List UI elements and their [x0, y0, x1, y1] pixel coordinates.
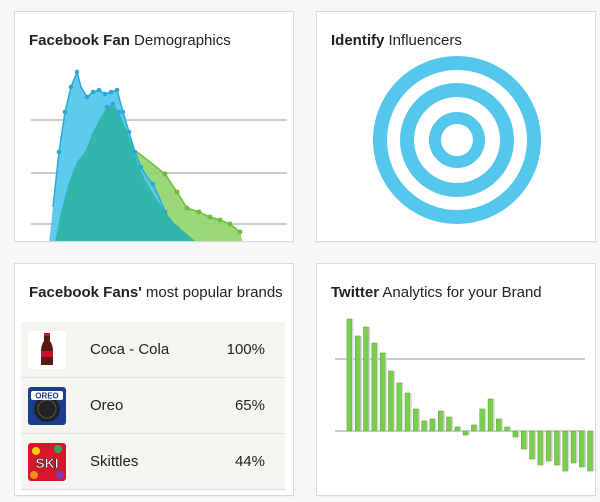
twitter-bar	[438, 410, 444, 432]
brand-percentage: 65%	[234, 397, 265, 414]
twitter-bar-shadow	[443, 411, 445, 431]
twitter-bar-shadow	[493, 399, 495, 431]
twitter-bar	[379, 352, 386, 432]
twitter-bar-shadow	[368, 327, 371, 431]
twitter-bar-shadow	[459, 427, 462, 431]
table-row: OREO Oreo 65%	[21, 378, 285, 434]
twitter-bar	[421, 420, 427, 432]
green-series-points	[162, 171, 243, 235]
demographics-area-chart	[31, 69, 287, 241]
brand-percentage: 44%	[234, 453, 265, 470]
twitter-bar-shadow	[551, 431, 553, 461]
twitter-bar-chart	[335, 318, 595, 472]
twitter-bar	[554, 430, 560, 466]
demographics-card: Facebook Fan Demographics	[14, 11, 294, 242]
teal-series-area	[55, 104, 195, 241]
twitter-bar	[504, 426, 510, 432]
twitter-bar-shadow	[518, 431, 520, 437]
twitter-bar-shadow	[484, 409, 487, 431]
twitter-bar-shadow	[410, 393, 412, 431]
green-series-line	[136, 151, 241, 233]
brand-name: Skittles	[90, 453, 139, 470]
twitter-bar-shadow	[393, 371, 396, 431]
demographics-title: Facebook Fan Demographics	[29, 32, 231, 49]
twitter-bar	[496, 418, 502, 432]
skittles-logo-icon: SKI	[28, 442, 66, 481]
twitter-bar	[446, 416, 452, 432]
twitter-bar-shadow	[559, 431, 562, 465]
twitter-bar-shadow	[509, 427, 512, 431]
twitter-bar	[512, 430, 519, 438]
brand-name: Oreo	[90, 397, 124, 414]
twitter-bar-shadow	[542, 431, 545, 465]
brands-table: Coca - Cola 100% OREO Oreo 65% SKI	[21, 322, 285, 490]
twitter-bar-shadow	[352, 319, 354, 431]
twitter-bar	[537, 430, 544, 466]
twitter-bar-shadow	[426, 421, 429, 431]
twitter-bar-shadow	[451, 417, 454, 431]
twitter-bar-shadow	[501, 419, 503, 431]
twitter-bar	[346, 318, 353, 432]
twitter-bar-shadow	[592, 431, 595, 471]
twitter-bar	[529, 430, 535, 460]
twitter-bar	[479, 408, 486, 432]
twitter-bar-shadow	[584, 431, 586, 467]
twitter-bar	[371, 342, 378, 432]
brands-title: Facebook Fans' most popular brands	[29, 284, 283, 301]
twitter-bar	[404, 392, 411, 432]
twitter-bar	[570, 430, 577, 464]
oreo-cookie-icon: OREO	[28, 386, 66, 425]
teal-series-points	[104, 101, 122, 115]
twitter-bar-shadow	[401, 383, 404, 431]
influencers-card: Identify Influencers	[316, 11, 596, 242]
twitter-bar-shadow	[376, 343, 379, 431]
twitter-bar	[388, 370, 394, 432]
twitter-bar-shadow	[576, 431, 578, 463]
twitter-bar	[587, 430, 594, 472]
table-row: Coca - Cola 100%	[21, 322, 285, 378]
twitter-bar	[487, 398, 494, 432]
twitter-bar	[521, 430, 527, 450]
table-row: SKI Skittles 44%	[21, 434, 285, 490]
twitter-bar	[354, 335, 361, 432]
svg-text:OREO: OREO	[35, 391, 59, 400]
svg-text:SKI: SKI	[35, 455, 58, 471]
twitter-bar-shadow	[385, 353, 387, 431]
twitter-bar	[545, 430, 552, 462]
twitter-bar-shadow	[418, 409, 420, 431]
brand-percentage: 100%	[226, 341, 265, 358]
twitter-bar-shadow	[476, 425, 479, 431]
brands-card: Facebook Fans' most popular brands Coca …	[14, 263, 294, 496]
twitter-bar	[396, 382, 403, 432]
twitter-bar	[429, 418, 436, 432]
twitter-bar-shadow	[468, 431, 470, 435]
twitter-bar-shadow	[567, 431, 570, 471]
twitter-bar	[462, 430, 469, 436]
twitter-bar	[562, 430, 569, 472]
brand-name: Coca - Cola	[90, 341, 170, 358]
twitter-bar-shadow	[435, 419, 437, 431]
twitter-bar-shadow	[360, 336, 362, 431]
twitter-bar	[413, 408, 419, 432]
twitter-bar	[471, 424, 477, 432]
twitter-bar	[363, 326, 369, 432]
twitter-bar	[579, 430, 585, 468]
twitter-bar-shadow	[526, 431, 528, 449]
twitter-card: Twitter Analytics for your Brand	[316, 263, 596, 496]
twitter-bar	[454, 426, 461, 432]
twitter-title: Twitter Analytics for your Brand	[331, 284, 542, 301]
influencers-title: Identify Influencers	[331, 32, 462, 49]
target-icon	[373, 56, 541, 224]
coca-cola-bottle-icon	[28, 330, 66, 369]
twitter-bar-shadow	[534, 431, 537, 459]
